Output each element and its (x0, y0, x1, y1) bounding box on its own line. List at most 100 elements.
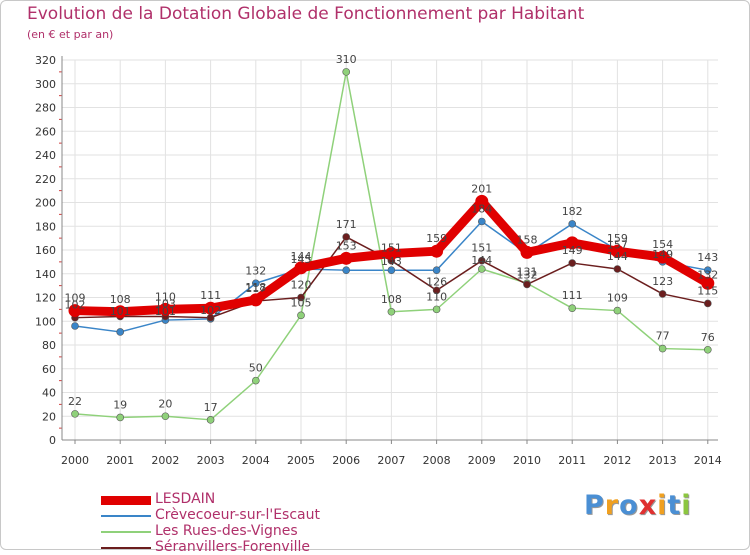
x-tick-label: 2003 (197, 454, 225, 467)
data-label-lesdain: 154 (652, 238, 673, 251)
data-label-overlay: 144 (471, 254, 492, 267)
data-label-les-rues-des-vignes: 19 (113, 398, 127, 411)
data-point-crevecoeur-sur-l-escaut (387, 266, 396, 274)
data-label-les-rues-des-vignes: 20 (158, 397, 172, 410)
x-tick-label: 2002 (151, 454, 179, 467)
y-tick-label: 80 (42, 339, 56, 352)
data-point-seranvillers-forenville (613, 265, 622, 273)
y-tick-label: 60 (42, 363, 56, 376)
data-point-les-rues-des-vignes (206, 416, 215, 424)
data-label-lesdain: 109 (65, 292, 86, 305)
data-point-seranvillers-forenville (432, 286, 441, 295)
data-label-overlay: 132 (517, 268, 538, 281)
legend-label: LESDAIN (155, 491, 216, 507)
x-tick-label: 2011 (558, 454, 586, 467)
legend-label: Crèvecoeur-sur-l'Escaut (155, 507, 320, 523)
data-point-lesdain (339, 251, 353, 265)
x-tick-label: 2010 (513, 454, 541, 467)
data-label-les-rues-des-vignes: 22 (68, 395, 82, 408)
data-point-seranvillers-forenville (523, 280, 531, 289)
logo-letter: r (604, 490, 620, 521)
legend-swatch (101, 515, 151, 517)
logo-letter: i (657, 490, 668, 521)
y-tick-labels: 0 20 40 60 80 100 120 140 160 180 200 220 240 260 280 3… (35, 54, 56, 447)
data-label-seranvillers-forenville: 123 (652, 275, 673, 288)
data-point-les-rues-des-vignes (568, 304, 577, 312)
data-point-seranvillers-forenville (568, 259, 577, 267)
data-point-lesdain (475, 194, 489, 208)
data-label-crevecoeur-sur-l-escaut: 182 (562, 205, 583, 218)
x-tick-label: 2013 (649, 454, 677, 467)
data-point-lesdain (430, 244, 444, 258)
x-tick-label: 2012 (603, 454, 631, 467)
y-tick-label: 100 (35, 315, 56, 328)
data-point-lesdain (204, 301, 218, 315)
logo-letter: x (638, 490, 658, 521)
data-point-lesdain (520, 245, 534, 259)
x-tick-label: 2008 (423, 454, 451, 467)
data-point-lesdain (384, 247, 398, 261)
data-label-seranvillers-forenville: 120 (291, 279, 312, 292)
data-point-crevecoeur-sur-l-escaut (116, 328, 124, 336)
data-label-les-rues-des-vignes: 77 (656, 330, 670, 343)
y-tick-label: 180 (35, 220, 56, 233)
x-tick-label: 2000 (61, 454, 89, 467)
data-label-seranvillers-forenville: 103 (155, 298, 176, 311)
proxiti-logo: Proxiti (584, 490, 692, 521)
axes (59, 56, 718, 444)
data-point-seranvillers-forenville (297, 293, 305, 302)
data-point-les-rues-des-vignes (387, 307, 396, 316)
data-label-lesdain: 111 (200, 289, 221, 302)
data-label-seranvillers-forenville: 149 (562, 244, 583, 257)
y-tick-label: 20 (42, 410, 56, 423)
data-label-seranvillers-forenville: 151 (471, 242, 492, 255)
data-label-lesdain: 158 (517, 233, 538, 246)
data-label-overlay: 145 (291, 253, 312, 266)
data-label-overlay: 101 (155, 305, 176, 318)
data-point-les-rues-des-vignes (703, 345, 712, 354)
data-label-seranvillers-forenville: 151 (381, 242, 402, 255)
data-label-les-rues-des-vignes: 17 (204, 401, 218, 414)
x-tick-label: 2004 (242, 454, 270, 467)
data-label-overlay: 102 (200, 304, 221, 317)
grid (62, 59, 718, 441)
data-point-les-rues-des-vignes (161, 412, 170, 421)
x-tick-label: 2006 (332, 454, 360, 467)
data-point-crevecoeur-sur-l-escaut (703, 266, 712, 274)
data-label-seranvillers-forenville: 131 (517, 265, 538, 278)
x-tick-label: 2009 (468, 454, 496, 467)
series-points (68, 68, 715, 424)
data-label-seranvillers-forenville: 117 (245, 282, 266, 295)
logo-letter: t (667, 490, 682, 521)
data-label-les-rues-des-vignes: 76 (701, 331, 715, 344)
legend-swatch (101, 531, 151, 533)
data-label-les-rues-des-vignes: 310 (336, 53, 357, 66)
data-point-crevecoeur-sur-l-escaut (477, 217, 486, 226)
data-label-crevecoeur-sur-l-escaut: 143 (697, 251, 718, 264)
y-tick-label: 300 (35, 78, 56, 91)
data-label-lesdain: 201 (471, 182, 492, 195)
data-label-les-rues-des-vignes: 105 (291, 296, 312, 309)
y-tick-label: 200 (35, 197, 56, 210)
data-label-les-rues-des-vignes: 108 (381, 293, 402, 306)
y-tick-label: 40 (42, 387, 56, 400)
data-point-crevecoeur-sur-l-escaut (342, 266, 351, 274)
data-point-lesdain (158, 302, 172, 316)
y-tick-label: 140 (35, 268, 56, 281)
y-tick-label: 260 (35, 125, 56, 138)
data-point-crevecoeur-sur-l-escaut (71, 322, 79, 330)
x-tick-label: 2001 (106, 454, 134, 467)
data-point-les-rues-des-vignes (252, 376, 260, 385)
legend-swatch (101, 547, 151, 549)
y-tick-label: 120 (35, 292, 56, 305)
data-label-lesdain: 108 (110, 293, 131, 306)
legend-swatch (101, 495, 151, 505)
data-point-les-rues-des-vignes (71, 410, 79, 418)
data-label-lesdain: 118 (245, 281, 266, 294)
y-tick-label: 160 (35, 244, 56, 257)
data-label-les-rues-des-vignes: 50 (249, 362, 263, 375)
data-label-les-rues-des-vignes: 109 (607, 292, 628, 305)
data-label-overlay: 149 (652, 248, 673, 261)
x-tick-label: 2005 (287, 454, 315, 467)
logo-letter: P (584, 490, 605, 521)
